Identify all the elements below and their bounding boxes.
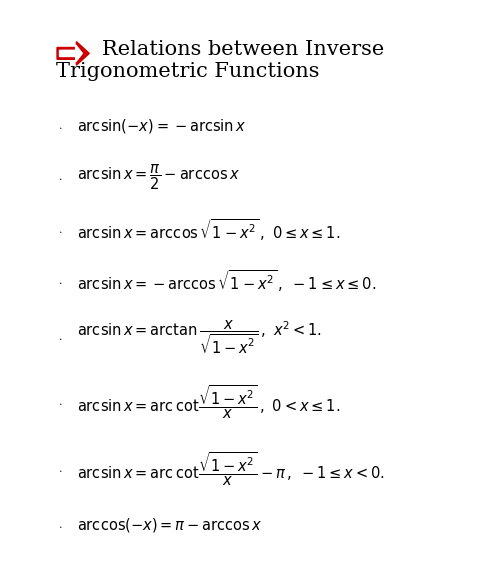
Text: $\arcsin x=\dfrac{\pi}{2}-\arccos x$: $\arcsin x=\dfrac{\pi}{2}-\arccos x$ bbox=[77, 162, 240, 192]
Text: .: . bbox=[59, 225, 63, 235]
Text: $\arcsin x=-\arccos\sqrt{1-x^2}\,,\ -1\leq x\leq 0.$: $\arcsin x=-\arccos\sqrt{1-x^2}\,,\ -1\l… bbox=[77, 268, 376, 294]
Text: .: . bbox=[59, 121, 63, 132]
Polygon shape bbox=[57, 42, 89, 65]
Text: .: . bbox=[59, 520, 63, 531]
Text: Relations between Inverse: Relations between Inverse bbox=[102, 40, 384, 59]
Text: $\arccos(-x)=\pi-\arccos x$: $\arccos(-x)=\pi-\arccos x$ bbox=[77, 516, 262, 534]
Text: .: . bbox=[59, 276, 63, 286]
Text: $\arcsin x=\mathrm{arc\,cot}\dfrac{\sqrt{1-x^2}}{x}-\pi\,,\ -1\leq x<0.$: $\arcsin x=\mathrm{arc\,cot}\dfrac{\sqrt… bbox=[77, 451, 385, 488]
Text: $\arcsin x=\arccos\sqrt{1-x^2}\,,\ 0\leq x\leq 1.$: $\arcsin x=\arccos\sqrt{1-x^2}\,,\ 0\leq… bbox=[77, 217, 340, 243]
Text: .: . bbox=[59, 397, 63, 407]
Text: $\arcsin x=\mathrm{arc\,cot}\dfrac{\sqrt{1-x^2}}{x}\,,\ 0<x\leq 1.$: $\arcsin x=\mathrm{arc\,cot}\dfrac{\sqrt… bbox=[77, 383, 340, 420]
Text: $\arcsin(-x)=-\arcsin x$: $\arcsin(-x)=-\arcsin x$ bbox=[77, 117, 246, 135]
Text: .: . bbox=[59, 172, 63, 182]
Text: $\arcsin x=\arctan\dfrac{x}{\sqrt{1-x^2}}\,,\ x^2<1.$: $\arcsin x=\arctan\dfrac{x}{\sqrt{1-x^2}… bbox=[77, 319, 322, 356]
Text: .: . bbox=[59, 332, 63, 342]
Text: Trigonometric Functions: Trigonometric Functions bbox=[56, 62, 319, 81]
Polygon shape bbox=[60, 45, 82, 62]
Text: .: . bbox=[59, 464, 63, 474]
